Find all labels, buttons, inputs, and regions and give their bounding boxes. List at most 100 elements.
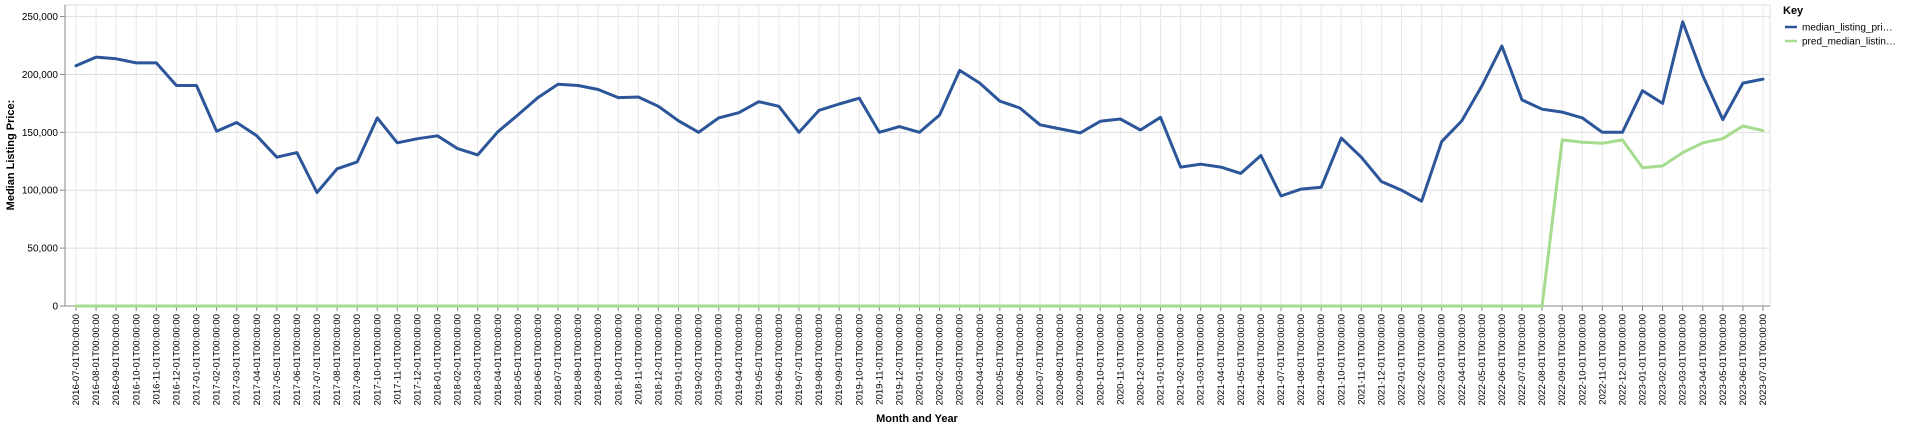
x-tick-label: 2021-06-01T00:00:00 [1256,314,1267,405]
x-tick-label: 2020-09-01T00:00:00 [1075,314,1086,405]
x-tick-label: 2017-11-01T00:00:00 [392,314,403,405]
x-tick-label: 2019-12-01T00:00:00 [894,314,905,405]
x-tick-label: 2023-05-01T00:00:00 [1718,314,1729,405]
x-tick-label: 2017-03-01T00:00:00 [232,314,243,405]
grid [64,4,1771,307]
series-lines [74,20,1765,308]
x-tick-label: 2019-08-01T00:00:00 [814,314,825,405]
x-tick-label: 2019-11-01T00:00:00 [874,314,885,405]
x-tick-label: 2017-09-01T00:00:00 [352,314,363,405]
x-tick-label: 2018-06-01T00:00:00 [533,314,544,405]
x-tick-label: 2023-03-01T00:00:00 [1678,314,1689,405]
y-tick-label: 200,000 [22,70,59,81]
x-tick-label: 2023-01-01T00:00:00 [1638,314,1649,405]
x-tick-label: 2016-11-01T00:00:00 [151,314,162,405]
plot-frame [64,4,1771,307]
x-tick-label: 2017-06-01T00:00:00 [292,314,303,405]
x-tick-label: 2020-06-01T00:00:00 [1015,314,1026,405]
x-tick-label: 2020-11-01T00:00:00 [1115,314,1126,405]
x-tick-label: 2017-12-01T00:00:00 [412,314,423,405]
x-tick-label: 2020-10-01T00:00:00 [1095,314,1106,405]
x-tick-label: 2020-02-01T00:00:00 [935,314,946,405]
x-tick-label: 2023-07-01T00:00:00 [1758,314,1769,405]
x-tick-label: 2022-11-01T00:00:00 [1597,314,1608,405]
x-tick-label: 2016-10-01T00:00:00 [131,314,142,405]
series-line-pred-median-listing-price [74,124,1765,308]
legend-label: pred_median_listin… [1802,37,1896,48]
y-tick-label: 100,000 [22,186,59,197]
x-tick-label: 2016-12-01T00:00:00 [171,314,182,405]
x-tick-label: 2018-02-01T00:00:00 [453,314,464,405]
x-tick-label: 2018-05-01T00:00:00 [513,314,524,405]
legend-label: median_listing_pri… [1802,23,1893,34]
x-tick-label: 2016-07-01T00:00:00 [71,314,82,405]
x-tick-label: 2023-06-01T00:00:00 [1738,314,1749,405]
x-tick-label: 2019-04-01T00:00:00 [734,314,745,405]
x-tick-label: 2019-06-01T00:00:00 [774,314,785,405]
x-tick-label: 2022-09-01T00:00:00 [1557,314,1568,405]
x-tick-label: 2022-01-01T00:00:00 [1397,314,1408,405]
y-tick-label: 0 [52,302,58,313]
x-tick-label: 2021-04-01T00:00:00 [1216,314,1227,405]
x-tick-label: 2019-09-01T00:00:00 [834,314,845,405]
x-tick-label: 2018-03-01T00:00:00 [473,314,484,405]
x-tick-label: 2019-02-01T00:00:00 [694,314,705,405]
x-tick-label: 2022-03-01T00:00:00 [1437,314,1448,405]
x-tick-label: 2019-05-01T00:00:00 [754,314,765,405]
x-tick-label: 2018-12-01T00:00:00 [653,314,664,405]
x-axis-title: Month and Year [876,413,958,425]
x-tick-label: 2018-11-01T00:00:00 [633,314,644,405]
x-tick-label: 2020-01-01T00:00:00 [915,314,926,405]
x-tick-label: 2022-07-01T00:00:00 [1517,314,1528,405]
x-tick-label: 2020-05-01T00:00:00 [995,314,1006,405]
x-tick-label: 2017-08-01T00:00:00 [332,314,343,405]
series-line-median-listing-price [74,20,1765,203]
x-tick-label: 2022-05-01T00:00:00 [1477,314,1488,405]
x-tick-label: 2023-02-01T00:00:00 [1658,314,1669,405]
x-tick-label: 2019-10-01T00:00:00 [854,314,865,405]
x-tick-label: 2022-08-01T00:00:00 [1537,314,1548,405]
x-tick-label: 2022-12-01T00:00:00 [1617,314,1628,405]
x-tick-label: 2021-12-01T00:00:00 [1376,314,1387,405]
x-tick-label: 2019-03-01T00:00:00 [714,314,725,405]
x-tick-label: 2020-03-01T00:00:00 [955,314,966,405]
x-tick-label: 2018-01-01T00:00:00 [433,314,444,405]
x-tick-label: 2017-05-01T00:00:00 [272,314,283,405]
x-tick-label: 2018-08-01T00:00:00 [573,314,584,405]
x-tick-label: 2022-04-01T00:00:00 [1457,314,1468,405]
x-tick-label: 2016-09-01T00:00:00 [111,314,122,405]
y-axis-title: Median Listing Price: [5,100,17,211]
y-axis: 0 50,000 100,000 150,000 200,000 250,000 [22,5,66,313]
x-tick-label: 2017-04-01T00:00:00 [252,314,263,405]
x-tick-label: 2017-02-01T00:00:00 [212,314,223,405]
x-tick-label: 2021-07-01T00:00:00 [1276,314,1287,405]
x-tick-label: 2021-10-01T00:00:00 [1336,314,1347,405]
legend-title: Key [1783,5,1804,17]
x-tick-label: 2019-01-01T00:00:00 [674,314,685,405]
x-tick-label: 2021-05-01T00:00:00 [1236,314,1247,405]
x-tick-label: 2022-06-01T00:00:00 [1497,314,1508,405]
x-tick-label: 2021-01-01T00:00:00 [1156,314,1167,405]
x-tick-label: 2020-07-01T00:00:00 [1035,314,1046,405]
x-tick-label: 2021-02-01T00:00:00 [1176,314,1187,405]
x-tick-label: 2022-10-01T00:00:00 [1577,314,1588,405]
x-axis: 2016-07-01T00:00:00 2016-08-01T00:00:00 20… [65,305,1770,405]
x-tick-label: 2017-01-01T00:00:00 [192,314,203,405]
x-tick-label: 2020-12-01T00:00:00 [1135,314,1146,405]
x-tick-label: 2021-08-01T00:00:00 [1296,314,1307,405]
x-tick-label: 2023-04-01T00:00:00 [1698,314,1709,405]
y-tick-label: 150,000 [22,128,59,139]
x-tick-label: 2021-03-01T00:00:00 [1196,314,1207,405]
x-tick-label: 2021-09-01T00:00:00 [1316,314,1327,405]
x-tick-label: 2020-08-01T00:00:00 [1055,314,1066,405]
x-tick-label: 2018-09-01T00:00:00 [593,314,604,405]
x-tick-label: 2022-02-01T00:00:00 [1417,314,1428,405]
x-tick-label: 2021-11-01T00:00:00 [1356,314,1367,405]
x-tick-label: 2017-07-01T00:00:00 [312,314,323,405]
x-tick-label: 2016-08-01T00:00:00 [91,314,102,405]
y-tick-label: 250,000 [22,12,59,23]
legend: Key median_listing_pri… pred_median_listi… [1783,5,1896,48]
x-tick-label: 2018-07-01T00:00:00 [553,314,564,405]
x-tick-label: 2017-10-01T00:00:00 [372,314,383,405]
